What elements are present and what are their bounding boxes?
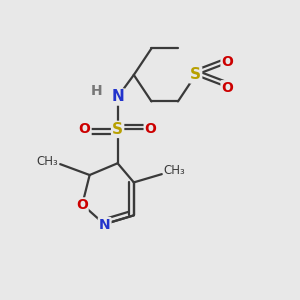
Text: O: O [79, 122, 91, 136]
Text: O: O [221, 55, 233, 69]
Text: H: H [91, 84, 102, 98]
Text: S: S [190, 68, 201, 82]
Text: N: N [111, 89, 124, 104]
Text: CH₃: CH₃ [37, 155, 58, 168]
Text: O: O [76, 198, 88, 212]
Text: O: O [145, 122, 157, 136]
Text: S: S [112, 122, 123, 137]
Text: N: N [99, 218, 110, 232]
Text: O: O [221, 81, 233, 95]
Text: CH₃: CH₃ [163, 164, 185, 176]
